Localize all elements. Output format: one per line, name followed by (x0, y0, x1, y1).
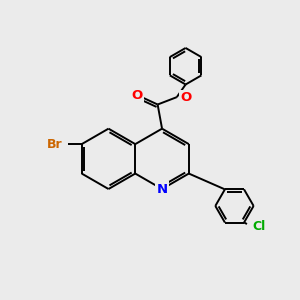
Text: O: O (131, 89, 142, 102)
Text: O: O (180, 91, 192, 103)
Text: N: N (157, 182, 168, 196)
Text: Br: Br (47, 138, 63, 151)
Text: Cl: Cl (252, 220, 266, 232)
